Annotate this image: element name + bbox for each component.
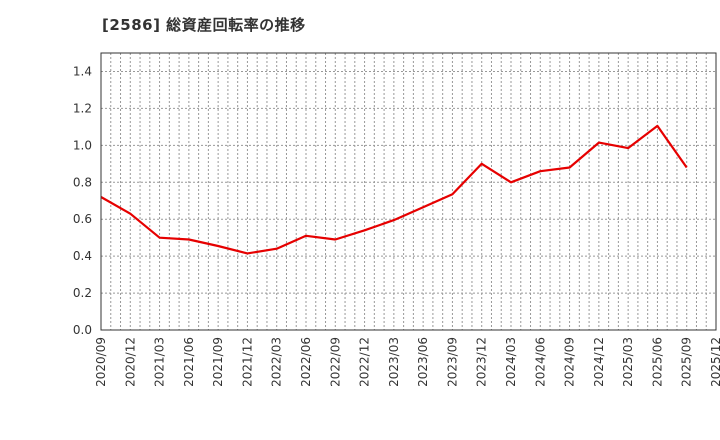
x-tick-label: 2025/06	[650, 337, 664, 387]
x-tick-label: 2021/06	[182, 337, 196, 387]
y-tick-label: 0.8	[73, 175, 92, 189]
x-tick-label: 2021/09	[211, 337, 225, 387]
plot-frame	[100, 52, 717, 331]
y-axis: 0.0 0.2 0.4 0.6 0.8 1.0 1.2 1.4	[73, 64, 92, 337]
x-tick-label: 2020/12	[123, 337, 137, 387]
y-tick-label: 0.0	[73, 323, 92, 337]
x-tick-label: 2021/12	[240, 337, 254, 387]
x-tick-label: 2024/06	[533, 337, 547, 387]
y-tick-label: 1.4	[73, 64, 92, 78]
y-tick-label: 0.6	[73, 212, 92, 226]
x-axis: 2020/09 2020/12 2021/03 2021/06 2021/09 2021/…	[94, 337, 720, 387]
x-tick-label: 2024/09	[563, 337, 577, 387]
x-tick-label: 2025/09	[680, 337, 694, 387]
series-line	[100, 124, 688, 255]
data-series	[100, 124, 688, 255]
x-tick-label: 2023/06	[416, 337, 430, 387]
x-tick-label: 2023/09	[445, 337, 459, 387]
x-tick-label: 2023/03	[387, 337, 401, 387]
x-tick-label: 2020/09	[94, 337, 108, 387]
y-tick-label: 0.4	[73, 249, 92, 263]
x-tick-label: 2022/09	[328, 337, 342, 387]
x-tick-label: 2022/12	[358, 337, 372, 387]
y-tick-label: 1.0	[73, 138, 92, 152]
x-tick-label: 2021/03	[153, 337, 167, 387]
x-tick-label: 2023/12	[475, 337, 489, 387]
y-tick-label: 0.2	[73, 286, 92, 300]
y-tick-label: 1.2	[73, 101, 92, 115]
x-tick-label: 2022/06	[299, 337, 313, 387]
x-tick-label: 2024/03	[504, 337, 518, 387]
x-tick-label: 2024/12	[592, 337, 606, 387]
x-tick-label: 2025/12	[709, 337, 720, 387]
x-tick-label: 2025/03	[621, 337, 635, 387]
x-tick-label: 2022/03	[270, 337, 284, 387]
chart-title: [2586] 総資産回転率の推移	[102, 16, 306, 34]
grid-lines	[101, 53, 716, 330]
